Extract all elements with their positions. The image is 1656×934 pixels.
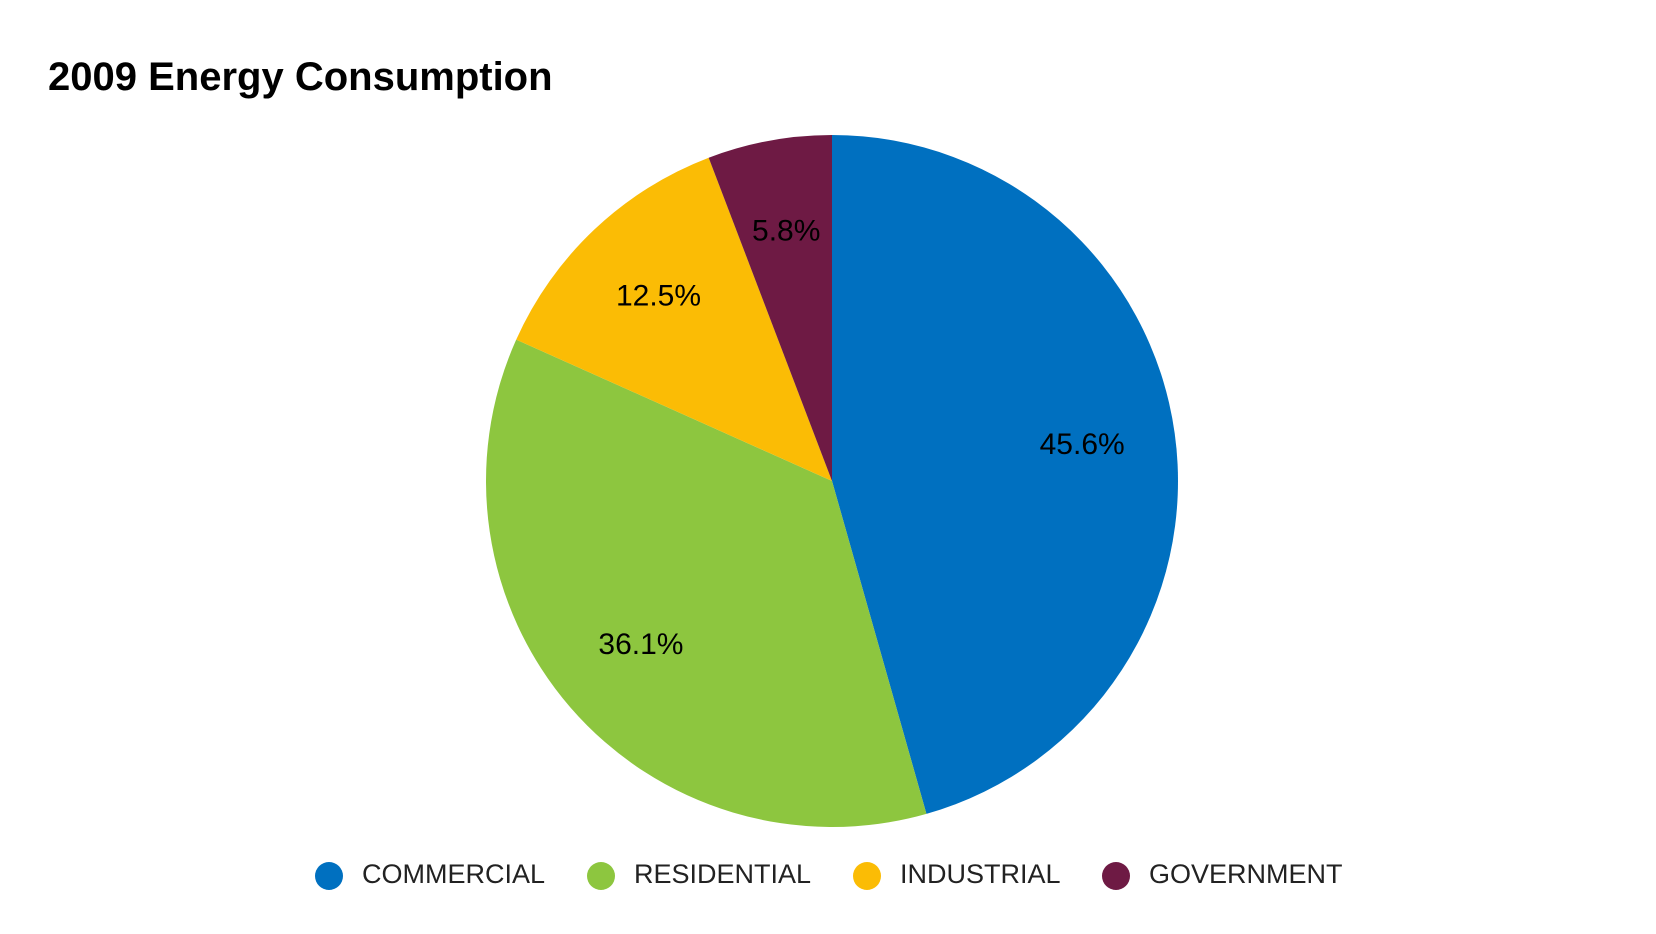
value-label: 36.1% xyxy=(598,628,683,661)
legend-marker xyxy=(853,862,881,890)
legend-marker xyxy=(1102,862,1130,890)
legend-label: GOVERNMENT xyxy=(1149,859,1343,889)
value-label: 12.5% xyxy=(616,279,701,312)
chart-title: 2009 Energy Consumption xyxy=(48,55,553,99)
legend-label: INDUSTRIAL xyxy=(900,859,1061,889)
pie-slice xyxy=(516,157,832,482)
legend-marker xyxy=(587,862,615,890)
value-label: 45.6% xyxy=(1040,428,1125,461)
legend-label: RESIDENTIAL xyxy=(634,859,811,889)
pie-slice xyxy=(832,135,1178,814)
value-label: 5.8% xyxy=(752,215,820,248)
pie-slice xyxy=(708,135,832,481)
legend-marker xyxy=(315,862,343,890)
legend-label: COMMERCIAL xyxy=(362,859,545,889)
pie-slice xyxy=(486,339,927,827)
